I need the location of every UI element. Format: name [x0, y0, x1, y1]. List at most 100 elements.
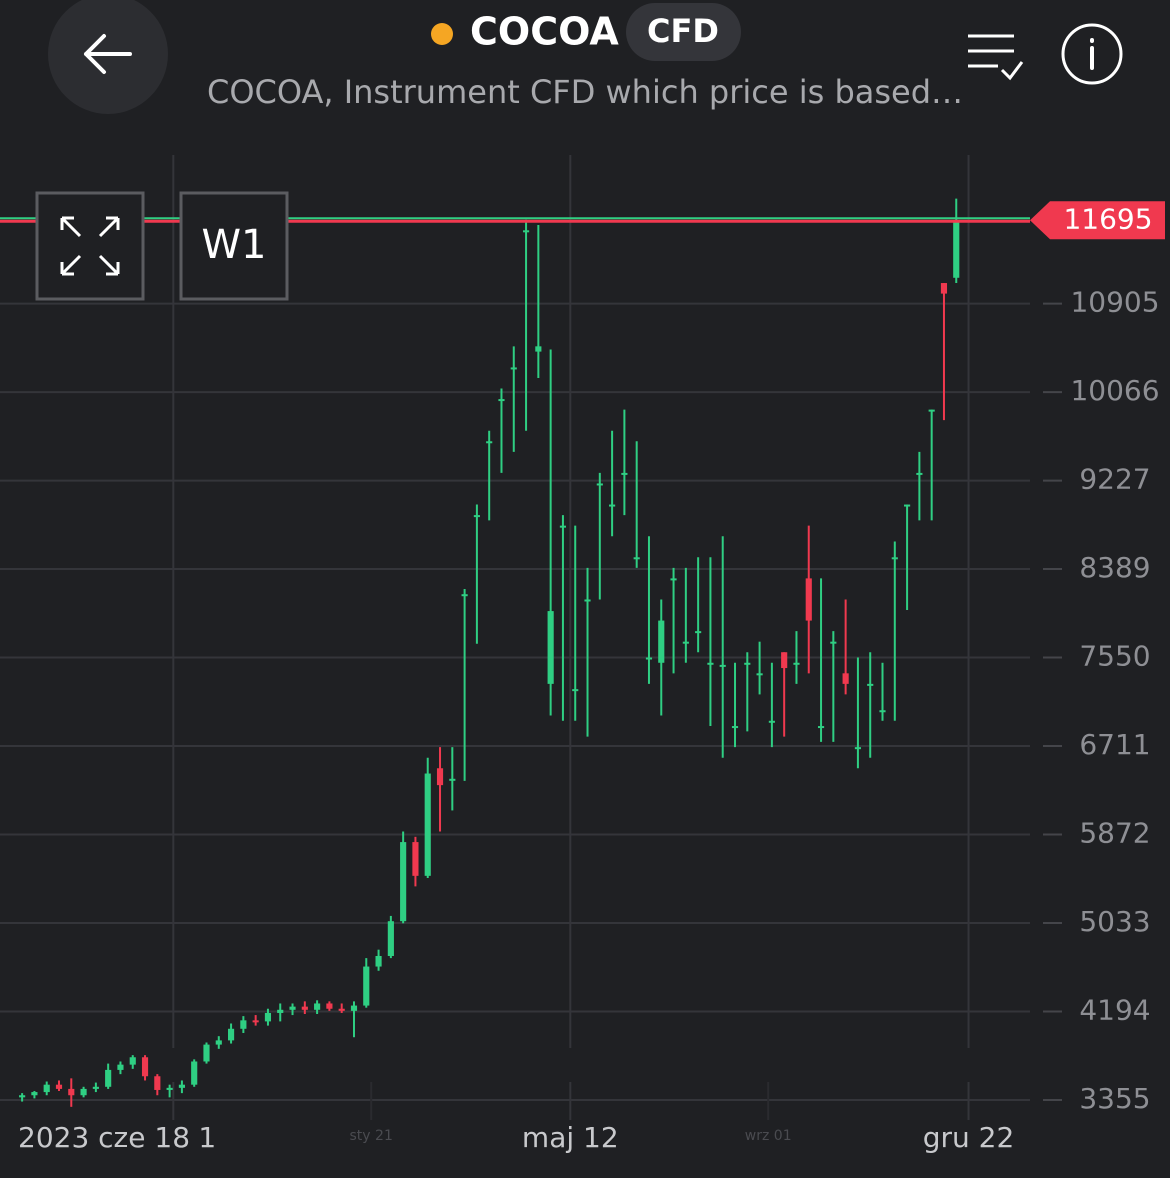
candle-body	[301, 1006, 308, 1010]
fullscreen-button[interactable]	[35, 191, 145, 301]
candle-body	[633, 557, 640, 560]
candle-body	[817, 726, 825, 729]
badge: CFD	[647, 12, 719, 50]
candle-body	[940, 283, 948, 294]
candle-body	[314, 1003, 321, 1010]
candle-body	[473, 515, 480, 518]
candle-body	[92, 1086, 99, 1089]
candle-body	[768, 720, 775, 723]
y-tick-label: 10905	[1070, 286, 1159, 319]
y-tick-label: 10066	[1070, 374, 1159, 407]
candle-body	[830, 641, 837, 644]
status-dot	[431, 23, 453, 45]
candle-body	[854, 747, 861, 750]
candle-body	[203, 1044, 210, 1062]
y-tick-label: 8389	[1079, 551, 1150, 584]
fullscreen-icon	[60, 216, 120, 276]
candle-body	[498, 399, 505, 402]
candle-body	[117, 1064, 124, 1070]
x-tick-label: gru 22	[923, 1121, 1015, 1154]
candle-body	[584, 599, 591, 602]
back-button[interactable]	[48, 0, 168, 114]
timeframe-button[interactable]: W1	[179, 191, 289, 301]
y-tick-label: 4194	[1079, 993, 1150, 1026]
candle-body	[363, 966, 370, 1006]
candle-body	[289, 1006, 296, 1010]
badge-bg	[626, 3, 741, 61]
candle-body	[559, 525, 567, 528]
candle-body	[596, 483, 603, 486]
last-price-tag	[1030, 201, 1165, 240]
back-arrow	[84, 34, 132, 74]
candle-body	[228, 1028, 235, 1041]
candle-body	[350, 1005, 358, 1011]
x-tick-label: maj 12	[522, 1121, 619, 1154]
x-tick-label: wrz 01	[745, 1128, 792, 1144]
candle-body	[412, 842, 419, 876]
candle-body	[240, 1020, 247, 1029]
candle-body	[43, 1084, 50, 1093]
candle-body	[252, 1020, 259, 1023]
fullscreen-box	[35, 191, 145, 301]
candle-body	[535, 346, 542, 352]
candle-body	[400, 842, 407, 922]
subtitle: COCOA, Instrument CFD which price is bas…	[207, 73, 963, 111]
candle-body	[129, 1057, 136, 1065]
candle-body	[19, 1095, 26, 1098]
candle-body	[695, 631, 702, 634]
candle-body	[191, 1061, 198, 1085]
candle-body	[80, 1088, 87, 1096]
candle-body	[166, 1087, 173, 1090]
info-circle	[1061, 23, 1123, 85]
candle-body	[375, 956, 382, 967]
candle-body	[31, 1092, 38, 1096]
y-tick-label: 7550	[1079, 639, 1150, 672]
candle-body	[424, 773, 431, 876]
candle-body	[215, 1040, 222, 1045]
x-start-label: 2023 cze 18	[18, 1121, 190, 1154]
candle-body	[572, 689, 579, 692]
last-price-label: 11695	[1063, 202, 1152, 235]
candle-body	[387, 921, 394, 957]
candle-body	[154, 1076, 161, 1090]
candle-body	[793, 662, 800, 665]
timeframe: W1	[202, 222, 267, 268]
candle-body	[264, 1012, 272, 1022]
candle-body	[621, 472, 628, 475]
plot: 3355 4194 5033 5872 6711 7550 8389 9227 10066 109…	[0, 155, 1165, 1154]
candle-body	[68, 1088, 75, 1096]
candle-body	[682, 641, 689, 644]
candle-body	[277, 1009, 284, 1013]
back-circle	[48, 0, 168, 114]
candle-body	[953, 220, 960, 278]
x-tick-label: 1	[198, 1121, 216, 1154]
candle-body	[928, 409, 935, 412]
candle-body	[916, 472, 923, 475]
candle-body	[658, 620, 665, 663]
title: COCOA	[470, 10, 619, 54]
y-tick-label: 5872	[1079, 816, 1150, 849]
candle-body	[744, 662, 751, 665]
candle-body	[781, 652, 788, 669]
y-tick-label: 6711	[1079, 728, 1150, 761]
y-tick-label: 5033	[1079, 905, 1150, 938]
watchlist-icon	[968, 34, 1024, 81]
candle-body	[338, 1008, 345, 1011]
candle-body	[670, 578, 677, 581]
candle-body	[707, 662, 714, 665]
candle-body	[609, 504, 616, 507]
candle-body	[547, 611, 554, 684]
y-tick-label: 9227	[1079, 463, 1150, 496]
candle-body	[645, 657, 653, 660]
candle-body	[55, 1084, 63, 1089]
candle-body	[805, 578, 812, 621]
info-button[interactable]	[1061, 23, 1123, 85]
candle-body	[178, 1084, 185, 1088]
x-tick-label: sty 21	[350, 1128, 393, 1144]
watchlist-button[interactable]	[968, 34, 1024, 81]
candle-body	[867, 683, 874, 686]
candle-body	[449, 778, 456, 781]
candle-body	[719, 664, 726, 667]
